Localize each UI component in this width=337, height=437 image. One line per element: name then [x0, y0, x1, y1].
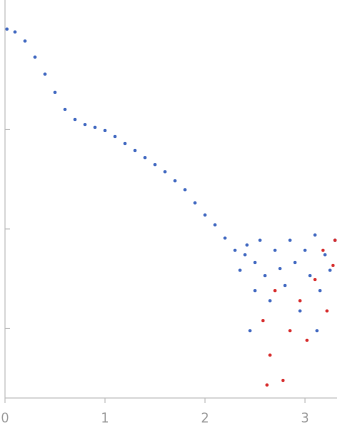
data-point — [245, 243, 249, 247]
data-point — [53, 90, 57, 94]
data-point — [113, 134, 117, 139]
data-point — [298, 309, 302, 313]
data-point — [5, 27, 9, 31]
data-point — [278, 266, 282, 271]
data-point — [243, 253, 247, 257]
data-point — [93, 125, 97, 129]
data-point — [261, 318, 265, 323]
x-tick-label: 3 — [301, 412, 309, 427]
data-point — [318, 289, 322, 293]
data-point — [305, 338, 309, 342]
data-point — [293, 260, 297, 265]
data-point — [321, 248, 325, 252]
data-point — [323, 253, 327, 257]
data-point — [223, 236, 227, 240]
x-tick-label: 2 — [201, 412, 209, 427]
data-point — [13, 30, 17, 34]
data-point — [308, 273, 312, 278]
data-point — [193, 201, 197, 205]
data-point — [63, 107, 67, 112]
x-tick-label: 1 — [101, 412, 109, 427]
data-point — [288, 238, 292, 242]
data-point — [258, 238, 262, 242]
x-tick-label: 0 — [1, 412, 9, 427]
data-point — [325, 309, 329, 313]
data-point — [313, 233, 317, 237]
data-point — [103, 128, 107, 133]
data-point — [263, 273, 267, 278]
data-point — [298, 299, 302, 303]
data-point — [288, 329, 292, 333]
data-point — [83, 122, 87, 127]
data-point — [273, 248, 277, 252]
data-point — [23, 39, 27, 43]
data-point — [213, 223, 217, 227]
data-point — [153, 163, 157, 167]
data-point — [143, 156, 147, 160]
data-point — [33, 55, 37, 59]
data-point — [248, 329, 252, 333]
data-point — [203, 213, 207, 217]
data-point — [173, 179, 177, 183]
data-point — [333, 238, 337, 242]
data-point — [315, 329, 319, 333]
data-point — [328, 268, 332, 272]
data-point — [133, 148, 137, 153]
data-point — [73, 117, 77, 122]
data-point — [331, 263, 335, 268]
data-point — [283, 283, 287, 288]
data-point — [238, 268, 242, 272]
data-point — [163, 170, 167, 174]
data-point — [123, 141, 127, 146]
data-point — [253, 289, 257, 293]
data-point — [281, 378, 285, 383]
data-point — [233, 248, 237, 252]
data-point — [268, 353, 272, 357]
data-point — [303, 248, 307, 252]
data-point — [273, 289, 277, 293]
data-point — [43, 72, 47, 76]
data-point — [183, 188, 187, 192]
data-point — [268, 299, 272, 303]
data-point — [265, 383, 269, 387]
data-point — [253, 260, 257, 265]
data-point — [313, 277, 317, 282]
